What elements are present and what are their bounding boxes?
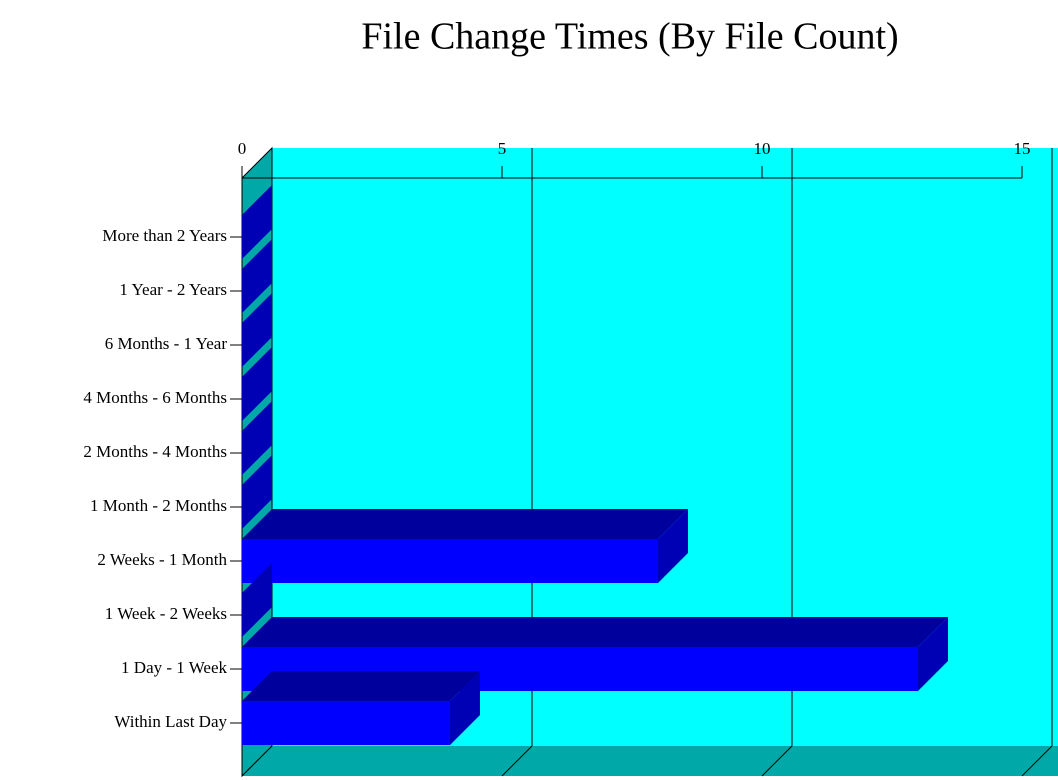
bar-side [242, 401, 272, 475]
y-tick-label: 6 Months - 1 Year [105, 334, 228, 353]
y-tick-label: 1 Year - 2 Years [119, 280, 227, 299]
bar-side [450, 671, 480, 745]
bar [242, 539, 658, 583]
bar-side [242, 563, 272, 637]
bar-top [242, 671, 480, 701]
back-wall [272, 148, 1058, 746]
bar-top [242, 617, 948, 647]
x-tick-label: 10 [754, 139, 771, 158]
y-tick-label: 1 Month - 2 Months [90, 496, 227, 515]
y-tick-label: 4 Months - 6 Months [83, 388, 227, 407]
x-tick-label: 15 [1014, 139, 1031, 158]
y-tick-label: 1 Day - 1 Week [121, 658, 227, 677]
grid-line [501, 745, 533, 777]
y-tick-label: 1 Week - 2 Weeks [105, 604, 227, 623]
chart-title: File Change Times (By File Count) [361, 16, 898, 58]
bar-side [242, 185, 272, 259]
floor [242, 746, 1058, 776]
x-tick-label: 0 [238, 139, 247, 158]
bar-side [242, 455, 272, 529]
y-tick-label: More than 2 Years [102, 226, 227, 245]
grid-line [1021, 745, 1053, 777]
bar-side [918, 617, 948, 691]
bar-top [242, 509, 688, 539]
y-tick-label: 2 Weeks - 1 Month [97, 550, 227, 569]
bar-side [658, 509, 688, 583]
x-tick-label: 5 [498, 139, 507, 158]
bar-side [242, 239, 272, 313]
bar-side [242, 347, 272, 421]
bar-side [242, 293, 272, 367]
grid-line [241, 745, 273, 777]
y-tick-label: Within Last Day [114, 712, 227, 731]
grid-line [761, 745, 793, 777]
bar [242, 701, 450, 745]
y-tick-label: 2 Months - 4 Months [83, 442, 227, 461]
